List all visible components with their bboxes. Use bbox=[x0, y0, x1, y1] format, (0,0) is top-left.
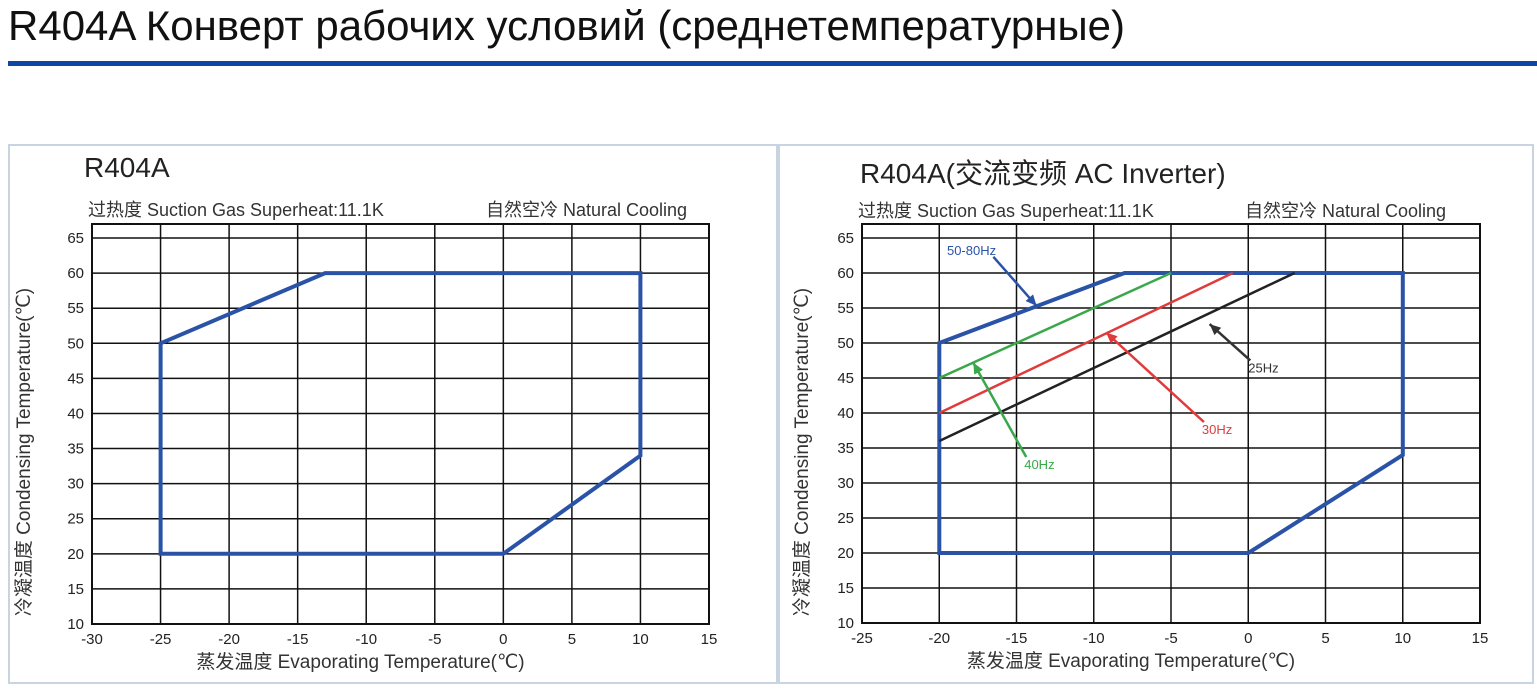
annotation-arrowhead bbox=[1025, 294, 1037, 306]
y-tick-label: 35 bbox=[837, 440, 854, 457]
x-tick-label: 0 bbox=[1244, 630, 1252, 647]
x-tick-label: -10 bbox=[1083, 630, 1105, 647]
y-tick-label: 50 bbox=[67, 335, 84, 352]
page-title: R404A Конверт рабочих условий (среднетем… bbox=[8, 2, 1125, 49]
chart-left: R404A 过热度 Suction Gas Superheat:11.1K 自然空冷… bbox=[13, 152, 718, 673]
y-tick-label: 65 bbox=[67, 230, 84, 247]
y-tick-label: 20 bbox=[67, 546, 84, 563]
x-tick-label: -10 bbox=[355, 631, 377, 648]
y-tick-label: 15 bbox=[67, 581, 84, 598]
chart-title: R404A bbox=[84, 152, 170, 183]
y-tick-label: 40 bbox=[837, 405, 854, 422]
x-tick-label: -15 bbox=[287, 631, 309, 648]
x-tick-label: 15 bbox=[701, 631, 718, 648]
annotation-arrowhead bbox=[1209, 324, 1222, 336]
annotation-label: 30Hz bbox=[1202, 422, 1232, 437]
frequency-line bbox=[938, 271, 1296, 443]
chart-right: R404A(交流变频 AC Inverter) 过热度 Suction Gas S… bbox=[791, 158, 1489, 672]
chart-subtitle-cooling: 自然空冷 Natural Cooling bbox=[1245, 201, 1446, 221]
y-tick-label: 20 bbox=[837, 545, 854, 562]
plot-area bbox=[91, 223, 710, 625]
chart-panel-left: R404A 过热度 Suction Gas Superheat:11.1K 自然空冷… bbox=[8, 144, 778, 684]
y-tick-label: 55 bbox=[837, 300, 854, 317]
x-tick-label: -25 bbox=[851, 630, 873, 647]
x-tick-label: 5 bbox=[1321, 630, 1329, 647]
frequency-line bbox=[938, 271, 1172, 380]
y-tick-label: 60 bbox=[67, 265, 84, 282]
x-tick-label: -20 bbox=[928, 630, 950, 647]
x-tick-label: 0 bbox=[499, 631, 507, 648]
annotation-label: 40Hz bbox=[1024, 457, 1054, 472]
y-tick-label: 30 bbox=[67, 476, 84, 493]
x-axis-label: 蒸发温度 Evaporating Temperature(℃) bbox=[196, 651, 524, 673]
annotation-arrow bbox=[972, 361, 1028, 458]
y-tick-label: 10 bbox=[67, 616, 84, 633]
x-tick-label: -20 bbox=[218, 631, 240, 648]
y-tick-label: 65 bbox=[837, 230, 854, 247]
chart-title: R404A(交流变频 AC Inverter) bbox=[860, 158, 1226, 189]
y-tick-label: 30 bbox=[837, 475, 854, 492]
x-tick-label: -30 bbox=[81, 631, 103, 648]
y-tick-label: 40 bbox=[67, 405, 84, 422]
y-tick-label: 45 bbox=[837, 370, 854, 387]
x-tick-label: -5 bbox=[1164, 630, 1177, 647]
y-tick-label: 50 bbox=[837, 335, 854, 352]
y-tick-label: 15 bbox=[837, 580, 854, 597]
chart-subtitle-superheat: 过热度 Suction Gas Superheat:11.1K bbox=[88, 200, 384, 220]
annotation-label: 25Hz bbox=[1248, 360, 1278, 375]
envelope-outline bbox=[158, 271, 643, 556]
y-tick-label: 25 bbox=[837, 510, 854, 527]
x-tick-label: 10 bbox=[1394, 630, 1411, 647]
chart-subtitle-cooling: 自然空冷 Natural Cooling bbox=[486, 200, 687, 220]
y-tick-label: 60 bbox=[837, 265, 854, 282]
y-tick-label: 10 bbox=[837, 615, 854, 632]
title-underline bbox=[8, 61, 1537, 66]
x-tick-label: -15 bbox=[1006, 630, 1028, 647]
x-tick-label: 10 bbox=[632, 631, 649, 648]
annotation-arrow bbox=[1105, 331, 1205, 423]
x-tick-label: 5 bbox=[568, 631, 576, 648]
annotation-label: 50-80Hz bbox=[947, 243, 996, 258]
y-tick-label: 25 bbox=[67, 511, 84, 528]
x-axis-label: 蒸发温度 Evaporating Temperature(℃) bbox=[967, 650, 1295, 672]
y-axis-label: 冷凝温度 Condensing Temperature(℃) bbox=[13, 288, 35, 616]
annotation-arrowhead bbox=[973, 362, 983, 375]
x-tick-label: 15 bbox=[1472, 630, 1489, 647]
y-tick-label: 45 bbox=[67, 370, 84, 387]
y-tick-label: 55 bbox=[67, 300, 84, 317]
y-axis-label: 冷凝温度 Condensing Temperature(℃) bbox=[791, 288, 813, 616]
y-tick-label: 35 bbox=[67, 441, 84, 458]
x-tick-label: -5 bbox=[428, 631, 441, 648]
chart-subtitle-superheat: 过热度 Suction Gas Superheat:11.1K bbox=[858, 201, 1154, 221]
envelope-outline bbox=[937, 271, 1405, 555]
annotation-arrowhead bbox=[1106, 332, 1118, 344]
chart-panel-right: R404A(交流变频 AC Inverter) 过热度 Suction Gas S… bbox=[778, 144, 1534, 684]
x-tick-label: -25 bbox=[150, 631, 172, 648]
